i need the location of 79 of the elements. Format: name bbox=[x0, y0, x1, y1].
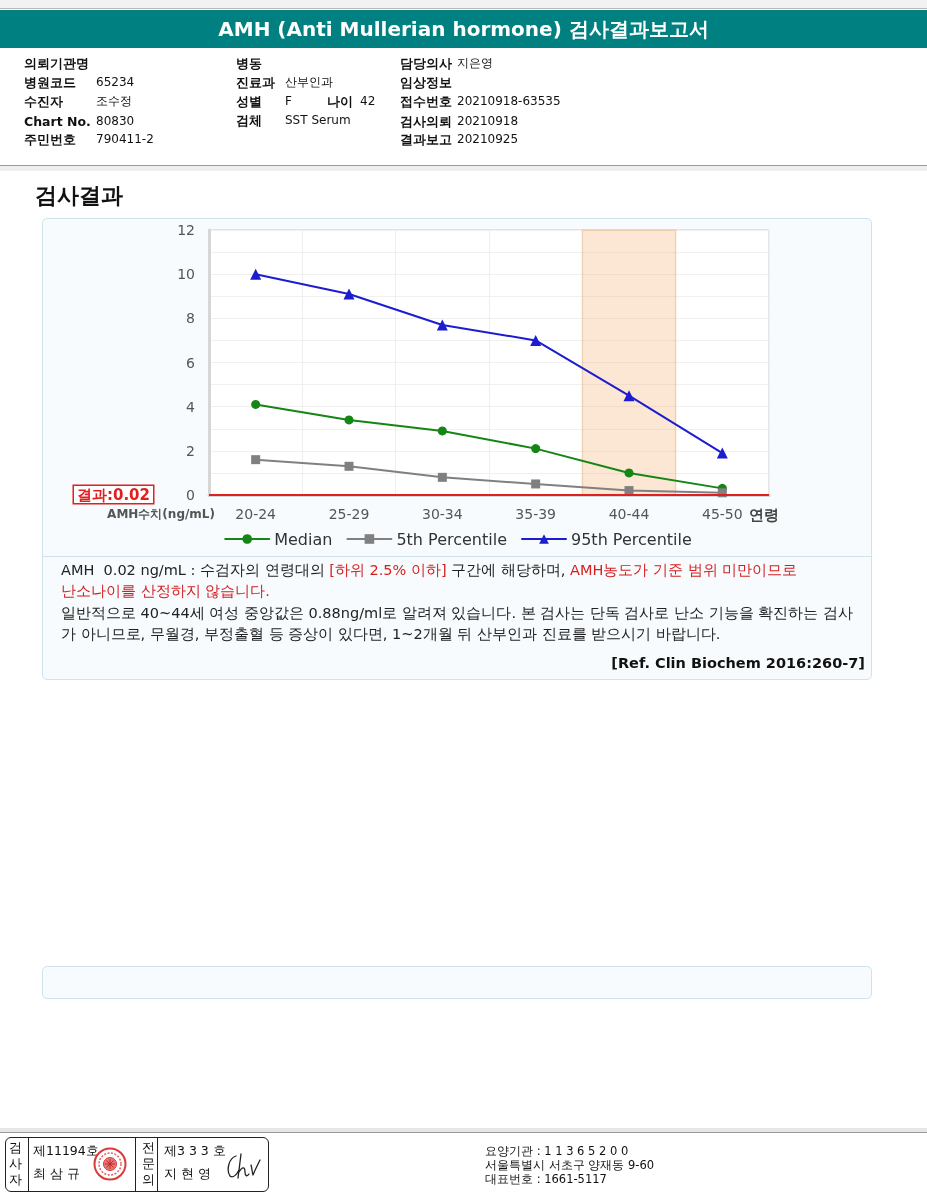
ref-line-label: 결과:0.02 bbox=[76, 485, 150, 504]
text: 제11194호 bbox=[33, 1143, 99, 1158]
text: 서울특별시 서초구 양재동 9-60 bbox=[485, 1158, 655, 1172]
text: 나이 bbox=[327, 94, 353, 109]
text: 수진자 bbox=[24, 94, 63, 109]
point bbox=[251, 399, 261, 409]
text: 의뢰기관명 bbox=[24, 56, 89, 71]
text: SST Serum bbox=[285, 113, 351, 127]
text: 검체 bbox=[236, 113, 262, 128]
y-axis-title: AMH수치(ng/mL) bbox=[107, 507, 215, 521]
text: 접수번호 bbox=[400, 94, 452, 109]
text: 전문의 bbox=[142, 1140, 155, 1187]
text: 성별 bbox=[236, 94, 262, 109]
point bbox=[343, 288, 355, 300]
text: 20210918 bbox=[457, 114, 519, 128]
text: 주민번호 bbox=[24, 132, 76, 147]
point bbox=[624, 468, 634, 478]
text: 지은영 bbox=[457, 56, 493, 70]
text: 산부인과 bbox=[285, 75, 333, 89]
legend-label: 95th Percentile bbox=[571, 529, 692, 549]
x-tick-label: 25-29 bbox=[328, 506, 370, 522]
point bbox=[530, 334, 542, 346]
y-tick-label: 12 bbox=[177, 222, 195, 238]
text: AMH 0.02 ng/mL : 수검자의 연령대의 bbox=[61, 562, 325, 578]
point bbox=[437, 426, 447, 436]
y-tick-label: 6 bbox=[186, 354, 196, 371]
text: 80830 bbox=[96, 114, 135, 128]
text: 결과보고 bbox=[400, 132, 452, 147]
point bbox=[716, 447, 728, 459]
text: 구간에 해당하며, bbox=[451, 562, 566, 578]
text: 790411-2 bbox=[96, 132, 154, 146]
text: 진료과 bbox=[236, 75, 275, 90]
point bbox=[344, 415, 354, 425]
text: [하위 2.5% 이하] bbox=[329, 562, 447, 578]
text: 20210918-63535 bbox=[457, 94, 561, 108]
x-tick-label: 45-50 bbox=[701, 506, 743, 522]
text: 최 삼 규 bbox=[33, 1166, 80, 1181]
text: 병원코드 bbox=[24, 75, 76, 90]
text: 검사자 bbox=[9, 1140, 22, 1187]
text: 병동 bbox=[236, 56, 262, 71]
text: 요양기관 : 1 1 3 6 5 2 0 0 bbox=[485, 1144, 629, 1158]
text: 대표번호 : 1661-5117 bbox=[485, 1172, 607, 1186]
text: F bbox=[285, 94, 292, 108]
text: 검사의뢰 bbox=[400, 114, 452, 129]
point bbox=[437, 472, 447, 482]
text: 65234 bbox=[96, 75, 135, 89]
text: 일반적으로 40~44세 여성 중앙값은 0.88ng/ml로 알려져 있습니다. 본 검사는 단독 검사로 난소 기능을 확진하는 검사가 아니므로, 무월경, 부정출혈 등 증상이 있다면, 1~2개월 뒤 산부인과 진료를 받으시기 바랍니다. bbox=[61, 605, 853, 642]
text: Chart No. bbox=[24, 114, 91, 129]
legend-label: 5th Percentile bbox=[396, 529, 508, 549]
point bbox=[531, 444, 541, 454]
x-tick-label: 40-44 bbox=[608, 506, 650, 522]
text: 난소나이를 산정하지 않습니다. bbox=[61, 583, 270, 599]
text: [Ref. Clin Biochem 2016:260-7] bbox=[611, 655, 865, 671]
text: 20210925 bbox=[457, 132, 519, 146]
y-tick-label: 0 bbox=[186, 487, 195, 503]
point bbox=[344, 461, 354, 471]
text: 담당의사 bbox=[400, 56, 452, 71]
text: AMH농도가 기준 범위 미만이므로 bbox=[570, 562, 798, 578]
point bbox=[436, 319, 448, 331]
x-axis-title: 연령 bbox=[748, 505, 779, 524]
chart-subtitle: 검사결과 bbox=[35, 183, 123, 208]
y-tick-label: 4 bbox=[186, 398, 196, 415]
text: 임상정보 bbox=[400, 75, 452, 90]
chart-title: AMH (Anti Mullerian hormone) 검사결과보고서 bbox=[218, 15, 709, 43]
text: 제3 3 3 호 bbox=[164, 1143, 226, 1158]
point bbox=[250, 268, 262, 280]
y-tick-label: 8 bbox=[186, 310, 195, 327]
x-tick-label: 35-39 bbox=[515, 506, 557, 522]
legend-label: Median bbox=[274, 529, 333, 549]
text: 지 현 영 bbox=[164, 1166, 211, 1181]
text: 조수정 bbox=[96, 94, 132, 108]
text: 42 bbox=[360, 94, 376, 108]
y-tick-label: 2 bbox=[186, 442, 195, 459]
point bbox=[531, 479, 541, 489]
point bbox=[251, 455, 261, 465]
y-tick-label: 10 bbox=[177, 266, 195, 283]
point bbox=[623, 390, 635, 402]
x-tick-label: 30-34 bbox=[421, 506, 463, 522]
x-tick-label: 20-24 bbox=[235, 506, 277, 522]
